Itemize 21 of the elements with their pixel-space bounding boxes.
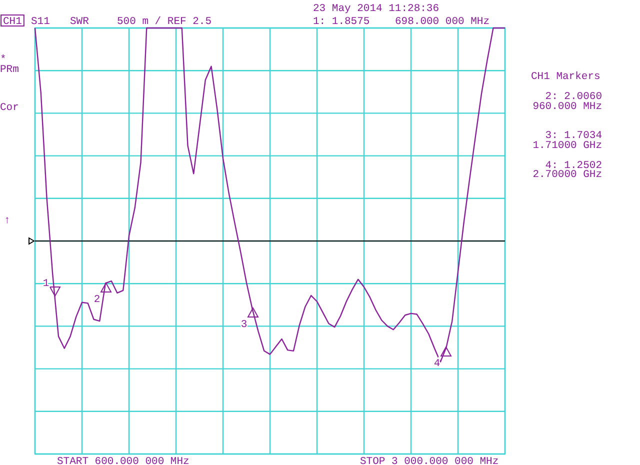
text: CH1 xyxy=(3,16,22,28)
text: ↑ xyxy=(4,215,10,227)
text: 3: 1.7034 xyxy=(545,130,602,142)
text: * xyxy=(0,54,6,66)
annotation: 1: 1.8575 xyxy=(313,16,370,28)
annotation: 698.000 000 MHz xyxy=(395,16,490,28)
annotation: 4 xyxy=(434,358,440,370)
text: 2.70000 GHz xyxy=(532,169,602,181)
text: 2: 2.0060 xyxy=(545,91,602,103)
annotation: 2 xyxy=(94,294,100,306)
text: 960.000 MHz xyxy=(532,101,602,113)
annotation: SWR xyxy=(70,16,90,28)
text: Cor xyxy=(0,102,19,114)
text: START 600.000 000 MHz xyxy=(57,456,190,465)
text: 23 May 2014 11:28:36 xyxy=(313,3,440,15)
annotation: S11 xyxy=(31,16,50,28)
text: CH1 Markers xyxy=(531,71,600,83)
annotation: 500 m / REF 2.5 xyxy=(117,16,212,28)
text: 1.71000 GHz xyxy=(532,140,602,152)
text: STOP 3 000.000 000 MHz xyxy=(360,456,499,465)
text: PRm xyxy=(0,64,19,76)
